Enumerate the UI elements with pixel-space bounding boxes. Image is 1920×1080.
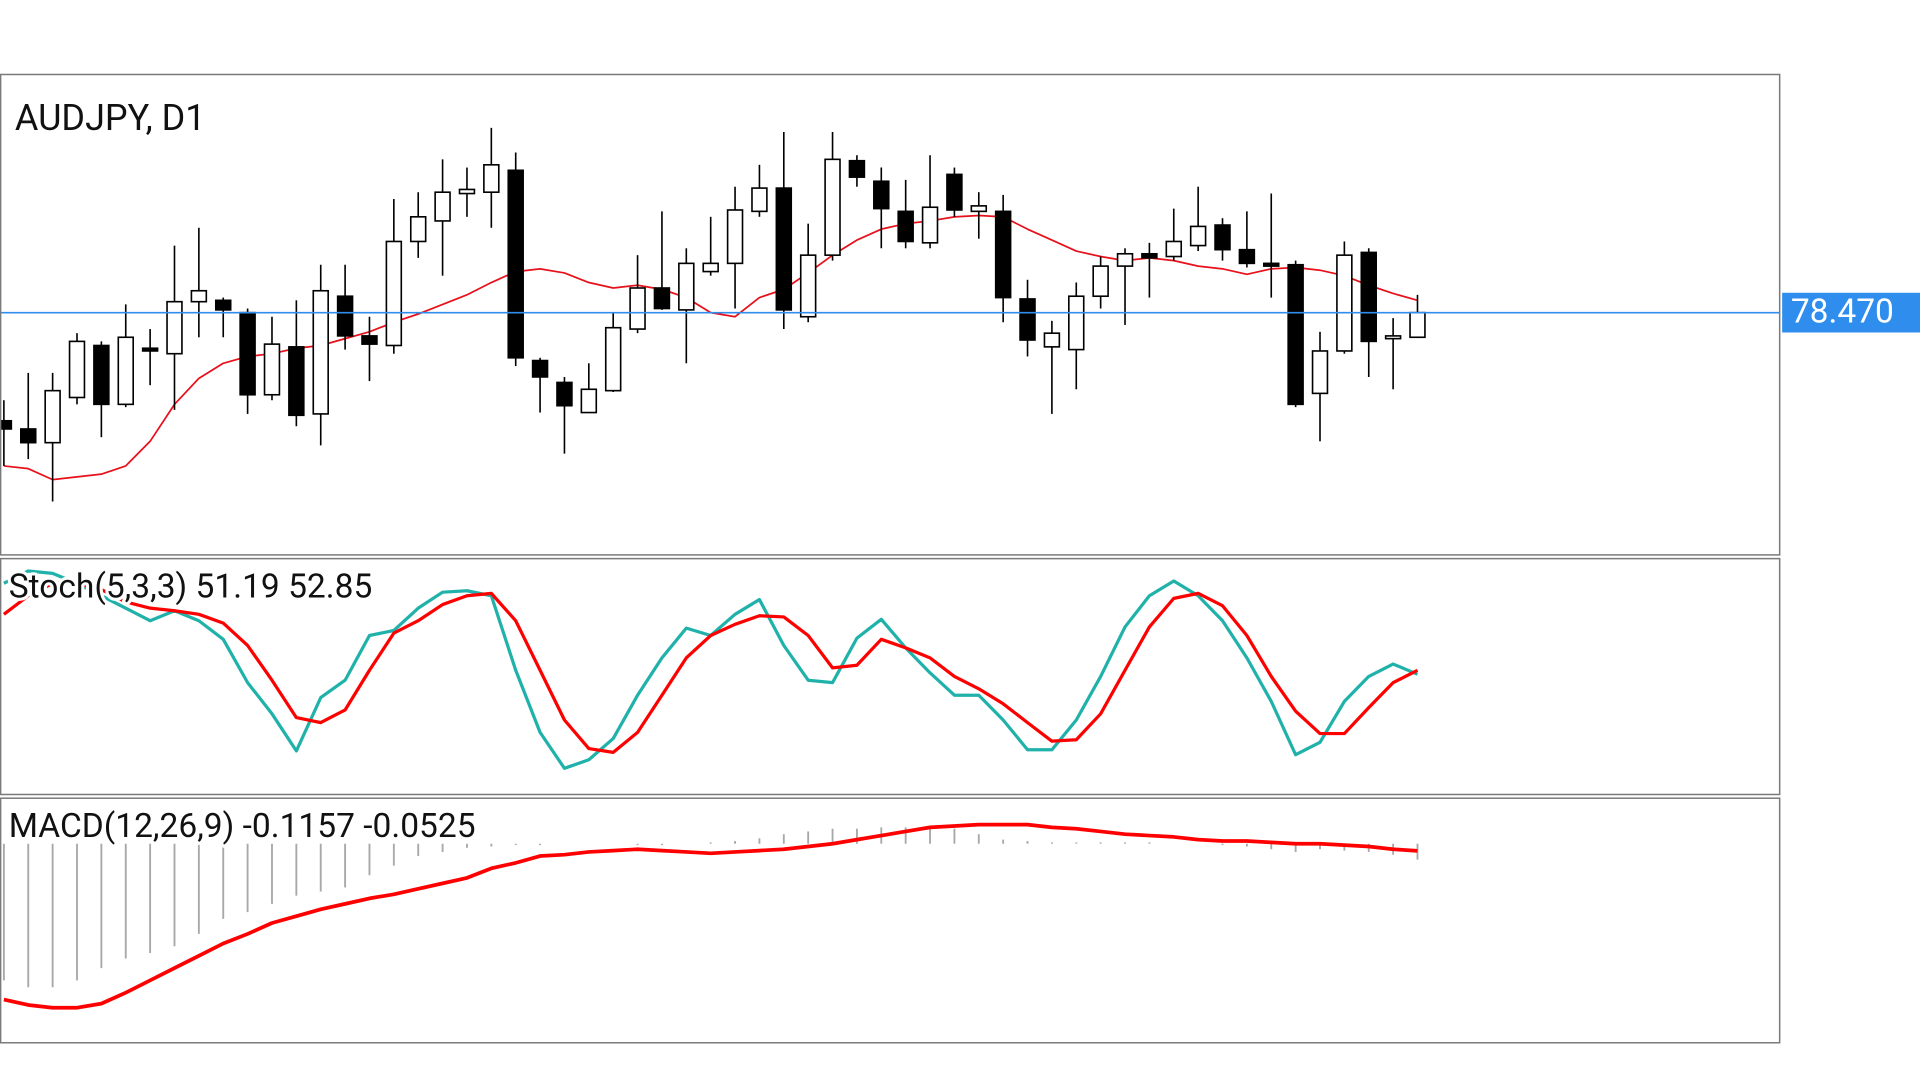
candle-body (556, 381, 573, 407)
macd-signal-readout: -0.0525 (363, 807, 475, 846)
candle-body (726, 209, 744, 265)
candle-body (141, 347, 159, 352)
candle-body (629, 287, 646, 330)
candle-body (263, 343, 281, 396)
labels: AUDJPY, D1 Stoch(5,3,3) 51.19 52.85 MACD… (6, 97, 1920, 849)
candle-body (190, 289, 208, 303)
candle-body (946, 173, 963, 211)
candle-body (1262, 262, 1280, 267)
marks (0, 127, 1780, 1010)
candle-body (531, 359, 549, 378)
candle-body (117, 336, 135, 406)
candle-body (1311, 350, 1329, 395)
candle-body (1336, 254, 1353, 352)
candle-body (336, 295, 354, 337)
candle-body (1116, 252, 1134, 267)
candle-body (775, 187, 793, 311)
macd-legend: MACD(12,26,9) -0.1157 -0.0525 (9, 807, 476, 846)
candle-body (580, 388, 598, 414)
candle-body (824, 158, 841, 256)
last-price-label: 78.470 (1791, 293, 1894, 332)
candle-body (312, 289, 329, 415)
candle-body (1019, 298, 1036, 341)
candle-body (1409, 311, 1426, 339)
macd-signal-line (3, 822, 1418, 1010)
candle-body (994, 210, 1012, 299)
candle-body (1214, 224, 1231, 251)
candle-body (1360, 251, 1378, 343)
price-panel-border (0, 73, 1781, 556)
candle-body (19, 428, 37, 444)
candle-body (848, 159, 866, 178)
candle-body (44, 389, 61, 444)
candle-body (93, 344, 110, 406)
stoch-legend: Stoch(5,3,3) 51.19 52.85 (9, 567, 373, 606)
candle-body (385, 240, 403, 347)
stoch-panel-border (0, 557, 1781, 796)
candle-body (166, 300, 183, 355)
candle-body (1043, 332, 1061, 348)
candle-body (1165, 240, 1183, 258)
candle-body (678, 262, 695, 311)
candle-body (751, 187, 768, 213)
candle-body (288, 346, 305, 417)
candle-body (0, 419, 13, 430)
candle-body (1238, 248, 1256, 265)
stoch-k-readout: 51.19 (196, 567, 280, 606)
candle-body (361, 335, 378, 345)
candle-body (458, 188, 476, 195)
candle-body (239, 311, 256, 396)
candle-body (604, 326, 622, 392)
candle-body (1384, 335, 1402, 340)
candle-body (799, 254, 817, 318)
macd-name: MACD(12,26,9) (9, 807, 235, 846)
chart-title: AUDJPY, D1 (15, 97, 206, 139)
candle-body (921, 206, 939, 244)
last-price-box (1782, 292, 1920, 333)
stoch-name: Stoch(5,3,3) (9, 567, 188, 606)
candle-body (68, 340, 86, 399)
stoch-line (2, 581, 1419, 754)
candle-body (434, 191, 451, 222)
candle-body (1092, 265, 1109, 298)
candle-body (970, 205, 988, 213)
candle-body (1287, 263, 1304, 406)
macd-panel-border (0, 797, 1781, 1044)
stoch-d-readout: 52.85 (288, 567, 372, 606)
macd-main-readout: -0.1157 (243, 807, 355, 846)
candle-body (702, 262, 719, 273)
candle-body (653, 287, 671, 310)
candle-body (483, 164, 500, 193)
candle-body (214, 299, 232, 311)
candle-body (1068, 295, 1085, 351)
candle-body (897, 210, 914, 243)
candle-body (873, 180, 890, 210)
candle-body (1189, 225, 1207, 247)
candle-body (409, 216, 427, 243)
candle-body (1141, 252, 1158, 259)
frame (0, 73, 1781, 1044)
candle-body (507, 169, 524, 359)
